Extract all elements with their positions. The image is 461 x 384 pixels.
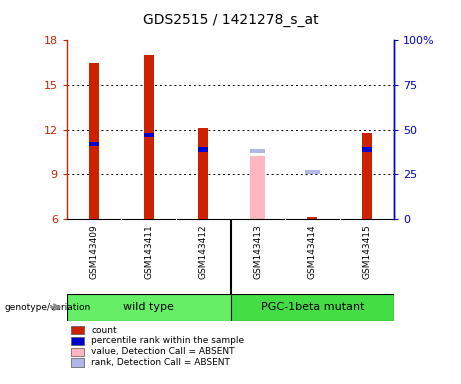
FancyBboxPatch shape — [67, 294, 230, 321]
Bar — [198, 128, 208, 219]
Bar — [305, 170, 320, 174]
Text: GSM143413: GSM143413 — [253, 224, 262, 279]
Bar — [144, 55, 154, 219]
Bar — [362, 132, 372, 219]
Bar — [250, 156, 266, 219]
Text: count: count — [91, 326, 117, 335]
Text: GDS2515 / 1421278_s_at: GDS2515 / 1421278_s_at — [143, 13, 318, 27]
Bar — [250, 149, 266, 154]
Bar — [89, 63, 99, 219]
FancyBboxPatch shape — [230, 294, 394, 321]
Text: wild type: wild type — [123, 302, 174, 312]
Bar — [307, 217, 317, 219]
Text: GSM143415: GSM143415 — [362, 224, 372, 279]
Text: PGC-1beta mutant: PGC-1beta mutant — [260, 302, 364, 312]
Text: value, Detection Call = ABSENT: value, Detection Call = ABSENT — [91, 347, 235, 356]
Text: GSM143414: GSM143414 — [308, 224, 317, 279]
Text: genotype/variation: genotype/variation — [5, 303, 91, 312]
Bar — [89, 142, 99, 146]
Bar — [198, 147, 208, 152]
Text: GSM143409: GSM143409 — [89, 224, 99, 279]
Bar — [362, 147, 372, 152]
Text: percentile rank within the sample: percentile rank within the sample — [91, 336, 244, 346]
Text: GSM143412: GSM143412 — [199, 224, 208, 279]
Bar — [144, 132, 154, 137]
Text: rank, Detection Call = ABSENT: rank, Detection Call = ABSENT — [91, 358, 230, 367]
Text: GSM143411: GSM143411 — [144, 224, 153, 279]
